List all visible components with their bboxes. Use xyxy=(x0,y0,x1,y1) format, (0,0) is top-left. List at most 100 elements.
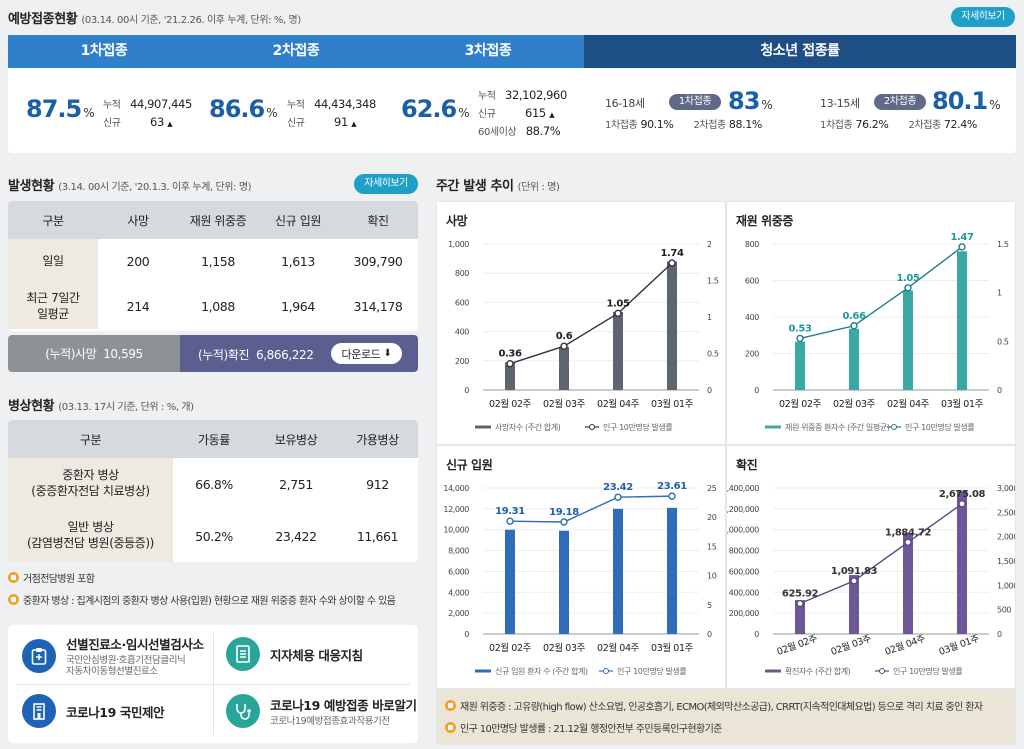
legend-label: 재원 위중증 환자수 (주간 일평균) xyxy=(785,422,890,432)
chart-title: 확진 xyxy=(736,458,758,472)
dose2-rate: 86.6% xyxy=(209,95,278,123)
y2-tick-label: 1.5 xyxy=(707,277,719,286)
x-tick-label: 02월 03주 xyxy=(833,398,876,410)
cumulative-deaths: (누적)사망 10,595 xyxy=(8,335,180,372)
y2-tick-label: 5 xyxy=(707,601,712,610)
link-local-gov-guideline[interactable]: 지자체용 대응지침 xyxy=(226,637,363,671)
y-tick-label: 400 xyxy=(745,313,759,322)
link-citizen-proposal[interactable]: 코로나19 국민제안 xyxy=(22,694,165,728)
y-tick-label: 200 xyxy=(455,357,469,366)
teen2-detail: 1차접종 76.2% 2차접종 72.4% xyxy=(820,118,977,131)
y-tick-label: 1,000 xyxy=(448,240,469,249)
outbreak-detail-button[interactable]: 자세히보기 xyxy=(354,174,418,194)
data-label: 0.6 xyxy=(556,331,573,342)
table-cell: 200 xyxy=(126,254,150,269)
col-header: 확진 xyxy=(338,201,418,239)
data-label: 1.74 xyxy=(660,248,684,259)
y-tick-label: 6,000 xyxy=(448,567,469,576)
tab-teen[interactable]: 청소년 접종률 xyxy=(584,35,1016,68)
teen1-age: 16-18세 xyxy=(605,97,645,110)
table-row: 일반 병상 (감염병전담 병원(중등증)) 50.2% 23,422 11,66… xyxy=(8,510,418,562)
y-tick-label: 400,000 xyxy=(729,588,760,597)
col-header: 보유병상 xyxy=(255,420,337,458)
bar xyxy=(795,600,805,634)
tab-dose3[interactable]: 3차접종 xyxy=(392,35,584,68)
data-label: 1.47 xyxy=(950,232,974,243)
data-label: 0.53 xyxy=(788,323,812,334)
col-header: 구분 xyxy=(8,201,98,239)
chart-panel-critical: 재원 위중증 0 200 400 600 800 0 0.5 1 1.5 02월 02주 02월 0… xyxy=(727,202,1015,444)
bar xyxy=(559,530,569,634)
col-header: 구분 xyxy=(8,420,173,458)
rate-point xyxy=(614,493,622,501)
table-cell: 1,088 xyxy=(201,299,235,314)
link-screening-clinic[interactable]: 선별진료소·임시선별검사소 국민안심병원·호흡기전담클리닉 자동차이동형선별진료소 xyxy=(22,634,204,678)
y2-tick-label: 20 xyxy=(707,513,717,522)
y-tick-label: 8,000 xyxy=(448,547,469,556)
y2-tick-label: 15 xyxy=(707,542,717,551)
legend-label: 인구 10만명당 발생률 xyxy=(603,422,672,432)
chart-title: 신규 입원 xyxy=(446,458,493,472)
y-tick-label: 600 xyxy=(455,298,469,307)
bar xyxy=(559,346,569,390)
vaccination-tabs: 1차접종 2차접종 3차접종 청소년 접종률 xyxy=(8,35,1016,68)
critical-chart: 0 200 400 600 800 0 0.5 1 1.5 02월 02주 02월 03주 02월 0… xyxy=(745,232,1009,432)
quick-links-card xyxy=(8,625,418,743)
download-button[interactable]: 다운로드 ⬇ xyxy=(331,343,402,364)
rate-point xyxy=(904,538,912,546)
y2-tick-label: 0 xyxy=(997,630,1002,639)
col-header: 가용병상 xyxy=(337,420,418,458)
x-tick-label: 02월 02주 xyxy=(489,398,532,410)
legend-label: 인구 10만명당 발생률 xyxy=(905,422,974,432)
col-header: 재원 위중증 xyxy=(178,201,258,239)
beds-note: 거점전담병원 포함 xyxy=(8,570,95,585)
rate-point xyxy=(796,334,804,343)
link-vaccine-facts[interactable]: 코로나19 예방접종 바로알기 코로나19예방접종효과작용기전 xyxy=(226,694,417,728)
rate-point xyxy=(506,360,514,368)
confirmed-chart: 0 200,000 400,000 600,000 800,000 1,000,000 1,… xyxy=(722,484,1019,676)
legend-line-marker xyxy=(589,424,595,430)
y-tick-label: 14,000 xyxy=(443,484,469,493)
y-tick-label: 1,200,000 xyxy=(727,505,759,514)
beds-title: 병상현황 (03.13. 17시 기준, 단위 : %, 개) xyxy=(8,399,194,414)
rate-point xyxy=(668,492,676,500)
legend-line-marker xyxy=(879,668,885,674)
legend-label: 사망자수 (주간 합계) xyxy=(495,422,561,432)
y-tick-label: 2,000 xyxy=(448,609,469,618)
dose1-rate: 87.5% xyxy=(26,95,95,123)
tab-dose1[interactable]: 1차접종 xyxy=(8,35,200,68)
y-tick-label: 200 xyxy=(745,350,759,359)
legend-line-marker xyxy=(603,668,609,674)
x-tick-label: 02월 04주 xyxy=(597,398,640,410)
data-label: 19.31 xyxy=(495,506,525,517)
bar xyxy=(903,290,913,390)
x-tick-label: 03월 01주 xyxy=(937,632,981,658)
beds-note: 중환자 병상 : 집계시점의 중환자 병상 사용(입원) 현황으로 재원 위중증… xyxy=(8,592,396,607)
stethoscope-icon xyxy=(226,694,260,728)
dose3-detail: 누적 32,102,960 신규 615 ▲ 60세이상 88.7% xyxy=(478,88,567,138)
dose1-detail: 누적 44,907,445 신규 63 ▲ xyxy=(103,97,192,129)
y-tick-label: 200,000 xyxy=(729,609,760,618)
chart-panel-admissions: 신규 입원 0 2,000 4,000 6,000 8,000 10,000 12,000 1… xyxy=(437,446,725,688)
teen1-badge: 1차접종 xyxy=(669,94,721,110)
y2-tick-label: 500 xyxy=(997,606,1011,615)
data-label: 1.05 xyxy=(606,298,630,309)
y2-tick-label: 0.5 xyxy=(707,350,719,359)
table-cell: 1,158 xyxy=(201,254,235,269)
x-tick-label: 02월 03주 xyxy=(543,642,586,654)
tab-dose2[interactable]: 2차접종 xyxy=(200,35,392,68)
table-cell: 912 xyxy=(366,476,389,492)
vaccination-detail-button[interactable]: 자세히보기 xyxy=(951,7,1015,27)
table-cell: 66.8% xyxy=(195,476,233,492)
legend-line-marker xyxy=(891,424,897,430)
bar xyxy=(667,261,677,390)
y2-tick-label: 1.5 xyxy=(997,240,1009,249)
weekly-note: 인구 10만명당 발생률 : 21.12월 행정안전부 주민등록인구현황기준 xyxy=(445,720,722,735)
data-label: 0.36 xyxy=(498,349,522,360)
data-label: 19.18 xyxy=(549,507,579,518)
chart-panel-confirmed: 확진 0 200,000 400,000 600,000 800,000 1,000,00… xyxy=(722,446,1019,688)
y2-tick-label: 2 xyxy=(707,240,712,249)
rate-point xyxy=(958,500,966,508)
y-tick-label: 0 xyxy=(754,386,759,395)
data-label: 1,884.72 xyxy=(885,527,932,538)
